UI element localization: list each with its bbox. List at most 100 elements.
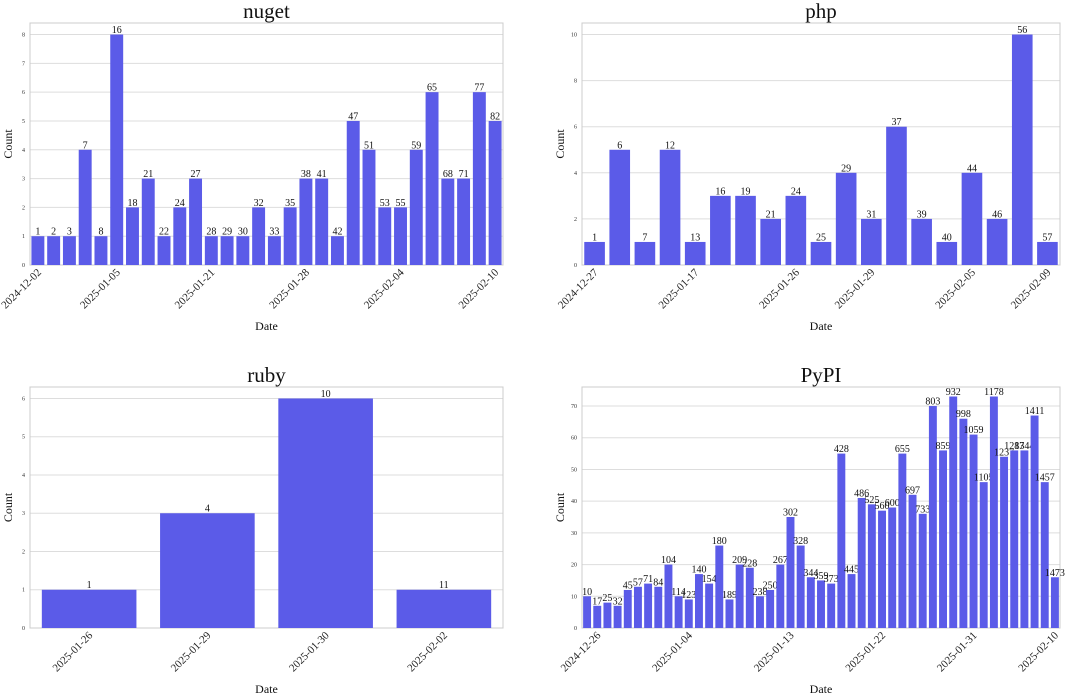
y-tick-label: 0 [574, 263, 577, 269]
bar [47, 236, 61, 265]
chart-title: php [805, 0, 837, 23]
bar [1020, 450, 1029, 628]
y-tick-label: 10 [571, 594, 577, 600]
x-tick-label: 2025-02-05 [933, 266, 978, 311]
bar [827, 583, 836, 628]
bar-data-label: 32 [613, 596, 623, 607]
y-tick-label: 2 [22, 205, 25, 211]
bar-data-label: 29 [222, 227, 232, 238]
bar-data-label: 25 [816, 232, 826, 243]
bar-data-label: 40 [942, 232, 952, 243]
bar-data-label: 65 [427, 83, 437, 94]
y-tick-label: 6 [22, 396, 25, 402]
bar-data-label: 42 [332, 227, 342, 238]
y-axis-label: Count [553, 492, 567, 522]
chart-title: nuget [243, 0, 290, 23]
y-tick-label: 4 [574, 171, 577, 177]
bar-data-label: 11 [439, 580, 449, 591]
x-tick-label: 2025-02-10 [456, 266, 501, 311]
y-tick-label: 7 [22, 61, 25, 67]
y-tick-label: 50 [571, 467, 577, 473]
bar-data-label: 1105 [974, 473, 994, 484]
bar-data-label: 68 [443, 169, 453, 180]
bar [888, 507, 897, 628]
bar [330, 236, 344, 265]
bar-data-label: 445 [844, 565, 859, 576]
bar [378, 207, 392, 265]
bar-data-label: 18 [127, 198, 137, 209]
y-tick-label: 0 [574, 626, 577, 632]
bar [278, 398, 373, 628]
bar [735, 564, 744, 628]
x-tick-label: 2025-01-28 [267, 266, 312, 311]
bar-data-label: 38 [301, 169, 311, 180]
bar [835, 172, 857, 265]
bar [810, 241, 832, 265]
bar-data-label: 1457 [1035, 473, 1055, 484]
bar-data-label: 84 [653, 577, 663, 588]
bar-data-label: 55 [396, 198, 406, 209]
chart-title: ruby [247, 363, 286, 387]
bar-data-label: 2 [51, 227, 56, 238]
x-tick-label: 2025-01-26 [50, 629, 95, 674]
bar [623, 589, 632, 628]
bar-data-label: 4 [205, 504, 210, 515]
bar [1037, 241, 1058, 265]
bar [936, 241, 958, 265]
bar [1000, 456, 1009, 628]
y-axis-label: Count [1, 492, 15, 522]
bar [299, 178, 313, 265]
bar-data-label: 24 [791, 186, 801, 197]
bar [204, 236, 218, 265]
x-axis-label: Date [255, 682, 278, 696]
bar-data-label: 21 [143, 169, 153, 180]
bar [603, 602, 612, 628]
bar [609, 149, 631, 265]
bar [806, 577, 815, 628]
x-tick-label: 2025-01-05 [78, 266, 123, 311]
x-tick-label: 2024-12-02 [0, 267, 44, 312]
y-tick-label: 2 [574, 217, 577, 223]
y-tick-label: 4 [22, 473, 25, 479]
bar [684, 241, 706, 265]
bar [394, 207, 407, 265]
y-tick-label: 20 [571, 563, 577, 569]
bar [488, 120, 502, 265]
bar-data-label: 71 [643, 574, 653, 585]
bar [918, 513, 927, 628]
chart-panel-ruby: 0 1 2 3 4 5 6 1 4 10 11 2025-01-26 2025-01-29 2025-01… [1, 363, 504, 696]
bar-data-label: 733 [915, 504, 930, 515]
bar [745, 567, 754, 628]
bar [189, 178, 203, 265]
bar [725, 599, 734, 628]
bar-data-label: 71 [459, 169, 469, 180]
bar-data-label: 697 [905, 485, 920, 496]
bar [252, 207, 266, 265]
bar-data-label: 19 [741, 186, 751, 197]
bar [31, 236, 45, 265]
bar [847, 574, 856, 628]
bar-data-label: 57 [1042, 232, 1052, 243]
bar-data-label: 428 [834, 444, 849, 455]
bar-data-label: 998 [956, 409, 971, 420]
bar [141, 178, 155, 265]
bar [315, 178, 329, 265]
bar-data-label: 123 [681, 590, 696, 601]
bar-data-label: 31 [866, 209, 876, 220]
bar [776, 564, 785, 628]
bar [1040, 482, 1049, 628]
bar-data-label: 12 [665, 140, 675, 151]
bar [760, 218, 781, 265]
bar [939, 450, 948, 628]
plot-frame [29, 22, 504, 266]
bar [634, 241, 656, 265]
bar-data-label: 27 [191, 169, 201, 180]
bar-data-label: 10 [582, 587, 592, 598]
bar-data-label: 525 [864, 495, 879, 506]
x-tick-label: 2025-01-17 [657, 266, 702, 311]
bar-data-label: 1237 [994, 447, 1014, 458]
bar-data-label: 21 [766, 209, 776, 220]
y-tick-label: 40 [571, 499, 577, 505]
